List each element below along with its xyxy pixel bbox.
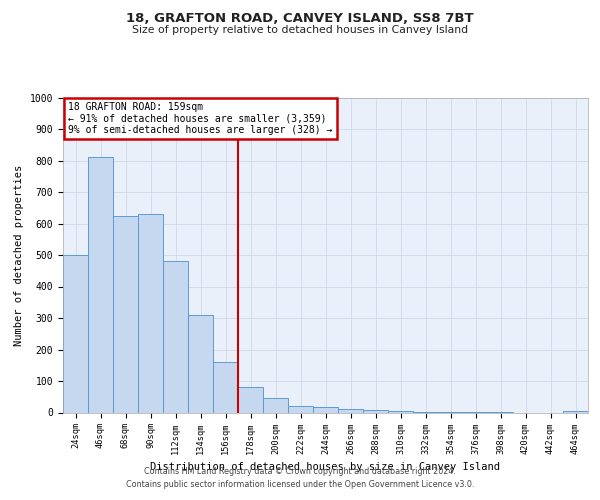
Bar (363, 410, 388, 412)
Text: Contains HM Land Registry data © Crown copyright and database right 2024.
Contai: Contains HM Land Registry data © Crown c… (126, 468, 474, 489)
Text: Size of property relative to detached houses in Canvey Island: Size of property relative to detached ho… (132, 25, 468, 35)
Bar (388, 411, 413, 412)
Bar (338, 410, 363, 412)
Bar (238, 386, 263, 412)
Bar (163, 262, 188, 412)
Bar (188, 315, 213, 412)
Y-axis label: Number of detached properties: Number of detached properties (14, 164, 24, 346)
Text: 18 GRAFTON ROAD: 159sqm
← 91% of detached houses are smaller (3,359)
9% of semi-: 18 GRAFTON ROAD: 159sqm ← 91% of detache… (68, 102, 332, 136)
Bar (63, 255, 88, 412)
Bar (88, 158, 113, 412)
Bar (138, 214, 163, 412)
Bar (288, 406, 313, 412)
Bar (263, 398, 288, 412)
Bar (113, 216, 138, 412)
Bar (213, 362, 238, 412)
X-axis label: Distribution of detached houses by size in Canvey Island: Distribution of detached houses by size … (151, 462, 500, 472)
Bar (313, 407, 338, 412)
Bar (563, 411, 588, 412)
Text: 18, GRAFTON ROAD, CANVEY ISLAND, SS8 7BT: 18, GRAFTON ROAD, CANVEY ISLAND, SS8 7BT (126, 12, 474, 26)
